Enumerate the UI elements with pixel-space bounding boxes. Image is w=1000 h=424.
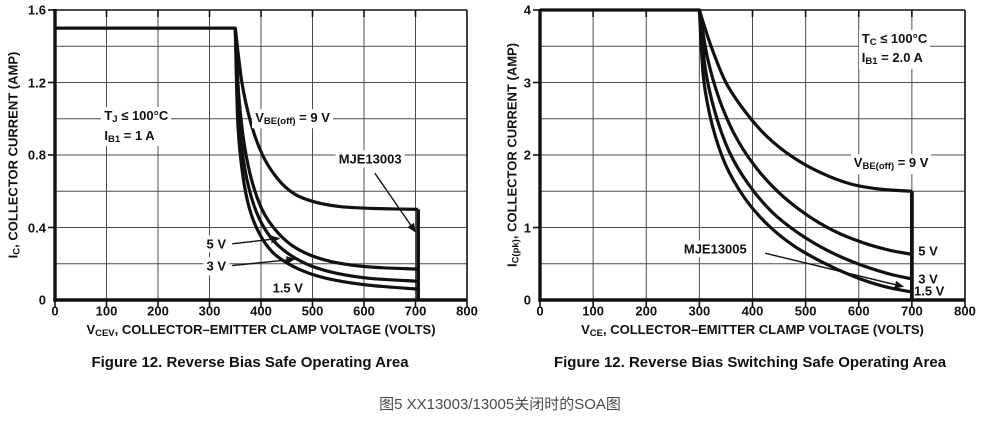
annotation-arrow bbox=[232, 256, 296, 267]
series-curve bbox=[697, 9, 913, 294]
series-curve bbox=[697, 9, 913, 281]
chart-mje13005-rbsoa: 0 100 200 300 400 500 600 700 800 0 1 2 3 4 VCE, COLLE… bbox=[500, 0, 1000, 385]
chart-mje13003-rbsoa: 0 100 200 300 400 500 600 700 800 0 0.4 0.8 1.2 1.6 VC… bbox=[0, 0, 500, 385]
chart-plot-svg bbox=[48, 9, 468, 307]
figure-caption-zh: 图5 XX13003/13005关闭时的SOA图 bbox=[379, 396, 621, 413]
series-curve bbox=[697, 9, 913, 256]
annotation-arrow bbox=[232, 235, 281, 245]
series-curve bbox=[233, 28, 419, 271]
figure-title: Figure 12. Reverse Bias Safe Operating A… bbox=[91, 354, 409, 371]
chart-plot-svg bbox=[533, 8, 966, 307]
annotation-arrow bbox=[765, 252, 904, 289]
series-curve bbox=[540, 8, 913, 193]
annotation-arrow bbox=[374, 172, 417, 233]
figure-title: Figure 12. Reverse Bias Switching Safe O… bbox=[553, 354, 947, 371]
series-curve bbox=[55, 26, 419, 211]
series-curve bbox=[233, 28, 419, 291]
